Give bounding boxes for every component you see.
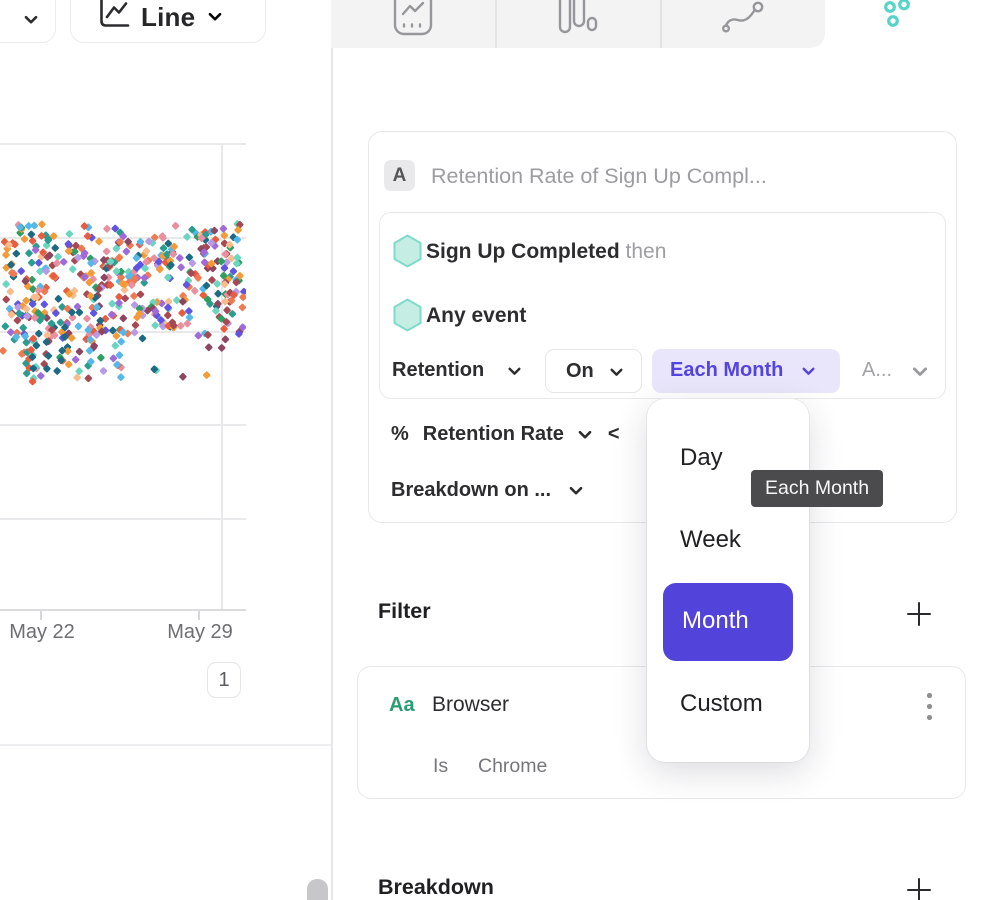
- measure-row[interactable]: % Retention Rate <: [391, 423, 620, 446]
- stream-chart-icon: [720, 0, 766, 41]
- panel-divider: [331, 47, 333, 900]
- chevron-down-icon: [206, 8, 224, 26]
- formula-dropdown-label: A...: [862, 359, 893, 381]
- property-type-badge: Aa: [389, 694, 415, 716]
- event-name[interactable]: Any event: [426, 304, 527, 327]
- x-axis-tick: [198, 611, 200, 620]
- menu-item-week[interactable]: Week: [680, 526, 741, 553]
- x-tick-label: May 22: [9, 621, 75, 643]
- scatter-points: [0, 220, 246, 386]
- chart-type-label: Line: [141, 1, 196, 32]
- measure-label[interactable]: Retention Rate: [422, 423, 564, 445]
- tab-separator: [495, 0, 497, 48]
- tooltip: Each Month: [751, 470, 884, 507]
- chart-options-button[interactable]: [0, 0, 56, 43]
- filter-value[interactable]: Chrome: [478, 755, 548, 777]
- tab-chart-preview[interactable]: [331, 0, 495, 48]
- tab-scatter-active[interactable]: [880, 0, 920, 30]
- chart-type-tabbar: [331, 0, 825, 48]
- scrollbar-thumb[interactable]: [307, 879, 328, 900]
- x-axis-tick: [40, 611, 42, 620]
- plus-icon: [907, 878, 931, 900]
- chevron-down-icon[interactable]: [567, 482, 585, 500]
- chevron-down-icon: [608, 364, 625, 381]
- menu-item-month-label: Month: [682, 607, 749, 634]
- gridline-vertical: [221, 143, 223, 609]
- on-dropdown[interactable]: On: [545, 349, 642, 393]
- interval-dropdown[interactable]: Each Month: [652, 349, 840, 393]
- retention-controls-row: Retention On Each Month A...: [380, 349, 945, 393]
- line-chart-icon: [97, 0, 130, 35]
- chevron-down-icon: [22, 11, 40, 29]
- filter-property-name[interactable]: Browser: [432, 693, 510, 716]
- filter-operator[interactable]: Is: [433, 755, 449, 777]
- pagination-page-button[interactable]: 1: [207, 662, 241, 698]
- interval-dropdown-label: Each Month: [670, 359, 784, 381]
- breakdown-on-row[interactable]: Breakdown on ...: [391, 479, 585, 502]
- tab-separator: [660, 0, 662, 48]
- x-tick-label: May 29: [167, 621, 233, 643]
- menu-item-month-selected[interactable]: Month: [663, 583, 793, 661]
- menu-item-custom[interactable]: Custom: [680, 690, 763, 717]
- event-row-second[interactable]: Any event: [426, 304, 526, 328]
- divider: [0, 744, 331, 746]
- gridline: [0, 518, 246, 520]
- retention-dropdown[interactable]: Retention: [392, 359, 485, 381]
- event-suffix: then: [625, 240, 667, 263]
- chevron-down-icon: [800, 363, 817, 380]
- interval-menu: Day Week Month Custom: [647, 399, 809, 762]
- percent-symbol: %: [391, 423, 409, 445]
- query-card: A Retention Rate of Sign Up Compl... Sig…: [368, 131, 957, 523]
- tab-bars[interactable]: [496, 0, 660, 48]
- chevron-down-icon[interactable]: [506, 363, 523, 380]
- on-dropdown-label: On: [566, 360, 594, 382]
- plus-icon: [907, 602, 931, 626]
- filter-heading: Filter: [378, 599, 431, 623]
- chevron-down-icon[interactable]: [576, 426, 594, 444]
- breakdown-heading: Breakdown: [378, 875, 494, 899]
- event-hexagon-icon: [392, 234, 423, 268]
- menu-item-day[interactable]: Day: [680, 444, 723, 471]
- event-name[interactable]: Sign Up Completed: [426, 240, 620, 263]
- more-options-button[interactable]: [927, 693, 933, 726]
- metric-title[interactable]: Retention Rate of Sign Up Compl...: [431, 164, 767, 188]
- event-row-first[interactable]: Sign Up Completed then: [426, 240, 666, 264]
- add-filter-button[interactable]: [904, 599, 934, 629]
- chart-type-button[interactable]: Line: [70, 0, 266, 43]
- breakdown-on-label[interactable]: Breakdown on ...: [391, 479, 552, 501]
- scatter-dots-icon: [884, 1, 896, 13]
- gridline: [0, 424, 246, 426]
- chevron-down-icon: [910, 362, 930, 382]
- event-hexagon-icon: [392, 298, 423, 332]
- metric-label-badge: A: [384, 160, 415, 191]
- gridline: [0, 143, 246, 145]
- add-breakdown-button[interactable]: [904, 875, 934, 900]
- event-definition-card: Sign Up Completed then Any event Retenti…: [379, 212, 946, 399]
- tab-stream[interactable]: [661, 0, 825, 48]
- chart-preview-icon: [391, 0, 435, 41]
- x-axis-line: [0, 609, 246, 611]
- scatter-chart: [0, 131, 246, 611]
- comparison-symbol: <: [607, 423, 620, 445]
- bar-chart-icon: [558, 0, 598, 41]
